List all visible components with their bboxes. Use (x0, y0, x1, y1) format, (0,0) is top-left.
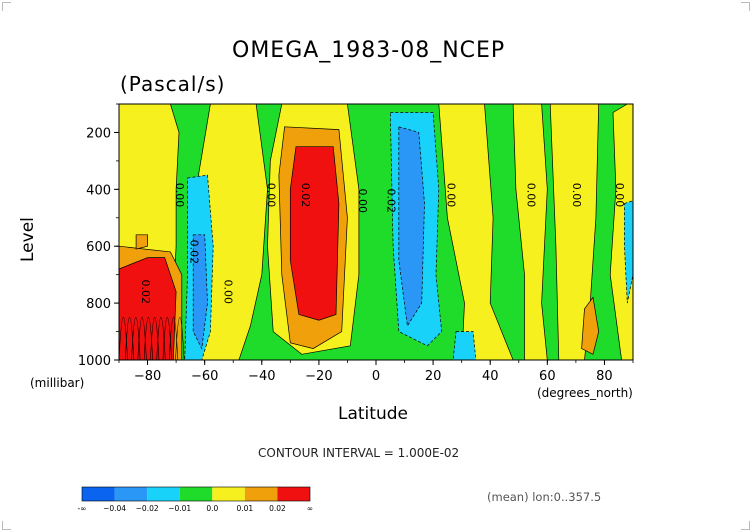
colorbar-label: −0.01 (168, 504, 191, 513)
x-tick-label: 20 (425, 369, 442, 384)
chart-title: OMEGA_1983-08_NCEP (232, 38, 506, 63)
colorbar-label: ∞ (307, 504, 313, 513)
y-tick-label: 400 (86, 183, 111, 198)
contour-label: 0.00 (444, 183, 457, 208)
colorbar-swatch (114, 487, 148, 501)
x-tick-label: 40 (482, 369, 499, 384)
colorbar-swatch (277, 487, 310, 501)
colorbar-frame (81, 486, 311, 502)
contour-region-blue-south (192, 234, 208, 350)
mean-range-text: (mean) lon:0..357.5 (487, 490, 602, 504)
x-axis-label: Latitude (338, 404, 408, 424)
x-tick-label: 80 (596, 369, 613, 384)
contour-region-yellow-north-1 (438, 104, 514, 360)
x-tick-label: −80 (134, 369, 161, 384)
contour-label: 0.00 (524, 183, 537, 208)
contour-region-red-south (289, 146, 340, 321)
contour-label: 0.02 (139, 279, 152, 304)
x-tick-label: 0 (372, 369, 380, 384)
contour-region-yellow-north-2 (512, 104, 548, 360)
corner-mark-br (741, 521, 750, 530)
contour-region-cyan-far-north (624, 200, 633, 304)
chart-units: (Pascal/s) (120, 72, 226, 96)
corner-mark-bl (2, 521, 11, 530)
y-axis-units: (millibar) (30, 376, 85, 390)
x-tick-label: −40 (248, 369, 275, 384)
contour-label: 0.00 (613, 183, 626, 208)
colorbar-label: -∞ (78, 504, 87, 513)
colorbar-swatch (212, 487, 245, 501)
corner-mark-tl (2, 2, 11, 11)
colorbar-label: −0.02 (136, 504, 159, 513)
contour-region-cyan-north-low (452, 331, 477, 360)
y-tick-label: 600 (86, 240, 111, 255)
contour-fill-group: 0.00 0.00 0.02 0.00 0.02 0.00 0.00 0.00 0.00 0.02… (119, 104, 633, 360)
contour-label: 0.02 (187, 240, 200, 265)
contour-label: 0.00 (222, 279, 235, 304)
x-tick-label: −60 (191, 369, 218, 384)
colorbar-label: 0.0 (206, 504, 218, 513)
contour-label: 0.00 (173, 183, 186, 208)
contour-region-orange-north (581, 296, 600, 355)
contour-label: 0.00 (356, 188, 369, 213)
contour-label: 0.00 (570, 183, 583, 208)
colorbar-swatch (147, 487, 180, 501)
contour-interval-text: CONTOUR INTERVAL = 1.000E-02 (258, 446, 460, 460)
colorbar-label: −0.04 (103, 504, 126, 513)
y-tick-label: 200 (86, 126, 111, 141)
colorbar-swatch (244, 487, 278, 501)
contour-label: 0.02 (384, 188, 397, 213)
x-axis-units: (degrees_north) (537, 386, 633, 400)
contour-region-orange-small (135, 234, 148, 250)
y-tick-label: 1000 (78, 354, 111, 369)
colorbar-swatch (179, 487, 213, 501)
x-tick-label: −20 (305, 369, 332, 384)
corner-mark-tr (741, 2, 750, 11)
contour-region-blue-north (398, 126, 425, 327)
colorbar-label: 0.01 (237, 504, 254, 513)
colorbar-swatch (82, 487, 115, 501)
y-tick-label: 800 (86, 297, 111, 312)
x-tick-label: 60 (539, 369, 556, 384)
contour-label: 0.02 (299, 183, 312, 208)
contour-label: 0.00 (264, 183, 277, 208)
colorbar-label: 0.02 (269, 504, 286, 513)
